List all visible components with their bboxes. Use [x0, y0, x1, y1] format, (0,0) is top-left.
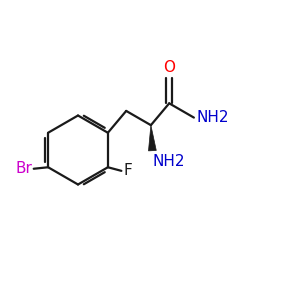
Text: NH2: NH2	[196, 110, 229, 125]
Text: NH2: NH2	[152, 154, 185, 169]
Text: F: F	[123, 163, 132, 178]
Polygon shape	[148, 125, 156, 151]
Text: Br: Br	[15, 161, 32, 176]
Text: O: O	[163, 60, 175, 75]
